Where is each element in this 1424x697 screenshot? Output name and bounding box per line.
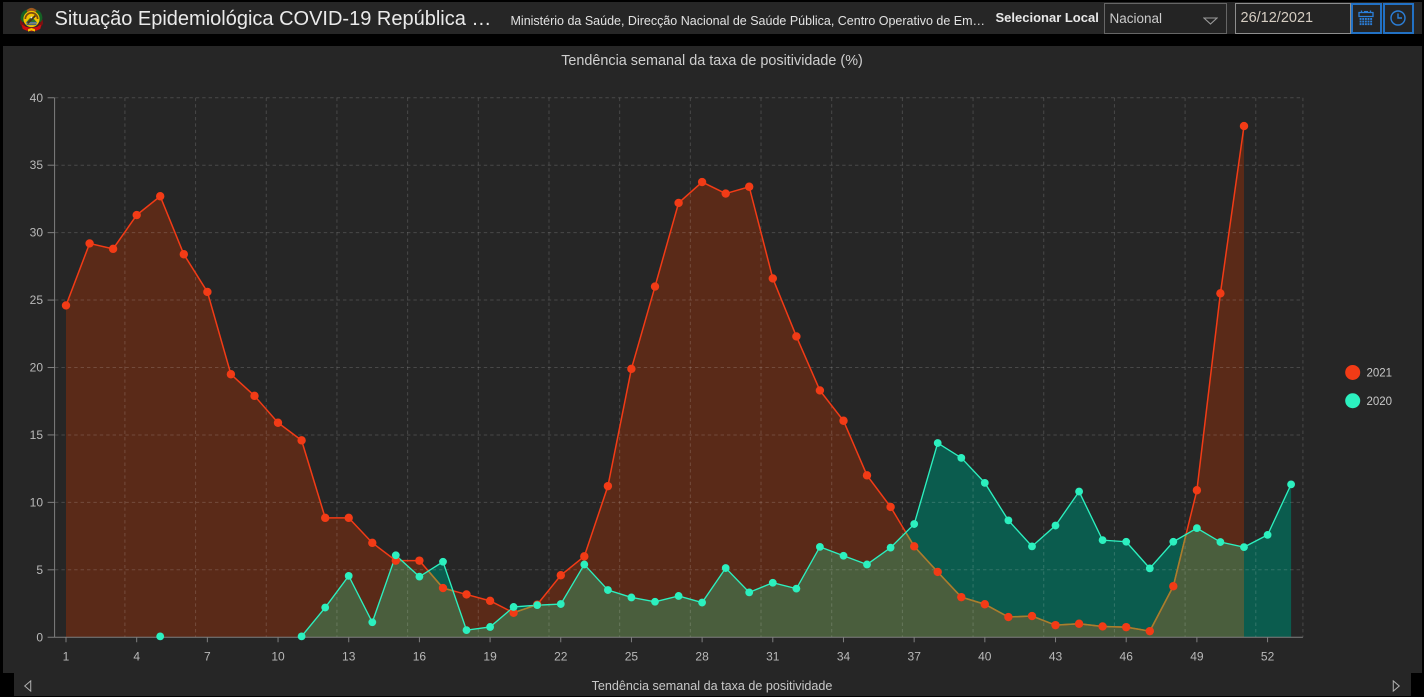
svg-text:49: 49 bbox=[1190, 649, 1204, 663]
svg-text:5: 5 bbox=[36, 562, 43, 576]
svg-text:10: 10 bbox=[30, 495, 44, 509]
svg-text:1: 1 bbox=[63, 649, 70, 663]
svg-text:25: 25 bbox=[625, 649, 639, 663]
svg-text:10: 10 bbox=[271, 649, 285, 663]
svg-text:30: 30 bbox=[30, 225, 44, 239]
svg-text:40: 40 bbox=[978, 649, 992, 663]
svg-text:22: 22 bbox=[554, 649, 568, 663]
svg-text:31: 31 bbox=[766, 649, 780, 663]
svg-text:28: 28 bbox=[695, 649, 709, 663]
svg-text:46: 46 bbox=[1120, 649, 1134, 663]
svg-text:2021: 2021 bbox=[1367, 367, 1393, 379]
svg-text:7: 7 bbox=[204, 649, 211, 663]
svg-text:37: 37 bbox=[908, 649, 922, 663]
svg-text:13: 13 bbox=[342, 649, 356, 663]
svg-text:16: 16 bbox=[413, 649, 427, 663]
svg-text:25: 25 bbox=[30, 293, 44, 307]
svg-text:40: 40 bbox=[30, 90, 44, 104]
svg-text:0: 0 bbox=[36, 630, 43, 644]
svg-text:4: 4 bbox=[133, 649, 140, 663]
svg-text:52: 52 bbox=[1261, 649, 1275, 663]
svg-text:35: 35 bbox=[30, 158, 44, 172]
svg-text:34: 34 bbox=[837, 649, 851, 663]
svg-text:2020: 2020 bbox=[1367, 395, 1393, 407]
svg-text:19: 19 bbox=[483, 649, 497, 663]
svg-text:15: 15 bbox=[30, 427, 44, 441]
svg-text:20: 20 bbox=[30, 360, 44, 374]
svg-text:43: 43 bbox=[1049, 649, 1063, 663]
